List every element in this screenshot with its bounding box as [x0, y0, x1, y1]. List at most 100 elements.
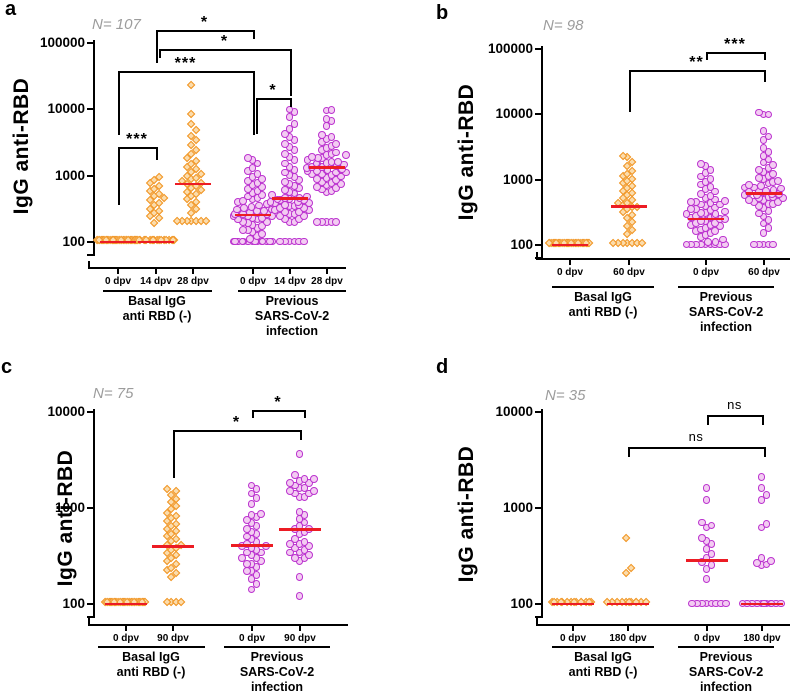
sig-label: ***: [174, 55, 197, 72]
data-point: [332, 148, 341, 157]
data-point: [332, 176, 341, 185]
sig-label: ***: [724, 36, 746, 53]
x-tick: [289, 268, 291, 274]
data-point: [242, 559, 251, 568]
y-tick-label: 100: [62, 596, 85, 611]
sig-bracket-right: [304, 410, 306, 418]
x-axis-riser: [88, 260, 90, 267]
y-tick-label: 1000: [502, 500, 533, 515]
data-point: [295, 592, 304, 600]
data-point: [300, 484, 309, 492]
sig-bracket-right: [300, 430, 302, 440]
data-point: [286, 479, 294, 487]
data-point: [280, 149, 289, 158]
data-point: [276, 237, 284, 246]
plot-area: 100 1000 10000 100000 0 dpv 60 dpv 0 dpv 60 dpv…: [396, 0, 791, 348]
data-point: [697, 534, 706, 543]
data-point: [308, 152, 317, 161]
data-point: [702, 496, 711, 504]
group-label-line: SARS-CoV-2: [688, 665, 764, 679]
x-tick: [627, 625, 629, 631]
group-label-line: SARS-CoV-2: [688, 305, 764, 319]
sig-bracket-bar: [173, 430, 302, 432]
plot-area: 100 1000 10000 100000 0 dpv 14 dpv 28 dpv 0 dpv…: [0, 0, 395, 348]
sig-bracket-left: [707, 415, 709, 425]
panel-d: d N= 35 IgG anti-RBD 100 1000 10000 0 dpv 18…: [396, 350, 791, 696]
data-point: [290, 535, 299, 543]
data-point: [285, 105, 294, 114]
data-point: [769, 240, 778, 249]
data-point: [258, 230, 267, 238]
data-point: [280, 139, 289, 148]
data-point: [286, 539, 294, 548]
data-point: [745, 196, 754, 204]
data-point: [258, 237, 267, 246]
data-point: [682, 210, 691, 219]
data-point: [707, 561, 716, 570]
sig-bracket-bar: [628, 447, 766, 449]
x-tick: [572, 625, 574, 631]
y-tick-label: 100000: [39, 35, 85, 50]
y-axis-line: [541, 409, 543, 618]
sample-size-label: N= 75: [93, 385, 134, 402]
y-tick-label: 1000: [54, 500, 85, 515]
plot-area: 100 1000 10000 0 dpv 180 dpv 0 dpv 180 dpv Basa…: [396, 350, 791, 696]
y-tick: [535, 178, 542, 181]
data-point: [754, 202, 763, 210]
y-tick: [535, 411, 542, 413]
x-tick: [192, 268, 194, 274]
median-line: [105, 602, 147, 606]
data-point: [252, 580, 261, 588]
group-underline: [552, 286, 654, 289]
data-point: [313, 175, 321, 183]
x-tick: [117, 268, 119, 274]
sig-bracket-right: [764, 447, 766, 457]
data-point: [756, 182, 765, 191]
data-point: [286, 548, 294, 557]
sig-bracket-right: [156, 147, 158, 160]
data-point: [286, 486, 294, 495]
data-point: [332, 218, 341, 227]
data-point: [310, 474, 318, 483]
x-tick: [706, 625, 708, 631]
data-point: [757, 472, 766, 481]
group-label-line: infection: [250, 680, 304, 694]
x-axis-line: [88, 267, 346, 269]
data-point: [258, 222, 267, 231]
data-point: [280, 130, 289, 138]
sample-size-label: N= 35: [545, 387, 586, 404]
data-point: [337, 172, 345, 181]
data-point: [764, 215, 773, 224]
x-tick: [326, 268, 328, 274]
y-axis-end-tick: [87, 616, 94, 618]
data-point: [706, 199, 715, 208]
data-point: [266, 237, 274, 246]
data-point: [622, 533, 631, 543]
data-point: [300, 212, 308, 221]
data-point: [769, 170, 778, 178]
data-point: [334, 157, 343, 166]
sig-bracket-right: [764, 70, 766, 82]
group-label-line: anti RBD (-): [568, 305, 638, 319]
y-tick: [87, 507, 94, 509]
x-tick-label: 14 dpv: [140, 276, 172, 287]
y-tick-label: 10000: [495, 106, 533, 122]
data-point: [290, 470, 299, 479]
x-tick-label: 0 dpv: [104, 276, 132, 287]
x-axis-line: [536, 258, 790, 260]
sig-bracket-left: [629, 70, 631, 112]
median-line: [607, 602, 649, 606]
data-point: [239, 197, 247, 205]
data-point: [263, 217, 271, 226]
x-tick-label: 0 dpv: [239, 276, 267, 287]
data-point: [711, 237, 720, 246]
sig-bracket-bar: [706, 52, 766, 54]
sig-label: *: [232, 414, 241, 431]
group-label-line: Basal IgG: [574, 290, 632, 304]
data-point: [242, 524, 251, 533]
sig-bracket-bar: [707, 415, 764, 417]
y-tick: [87, 411, 94, 413]
data-point: [754, 173, 763, 182]
data-point: [637, 239, 647, 248]
sig-bracket-right: [764, 52, 766, 60]
